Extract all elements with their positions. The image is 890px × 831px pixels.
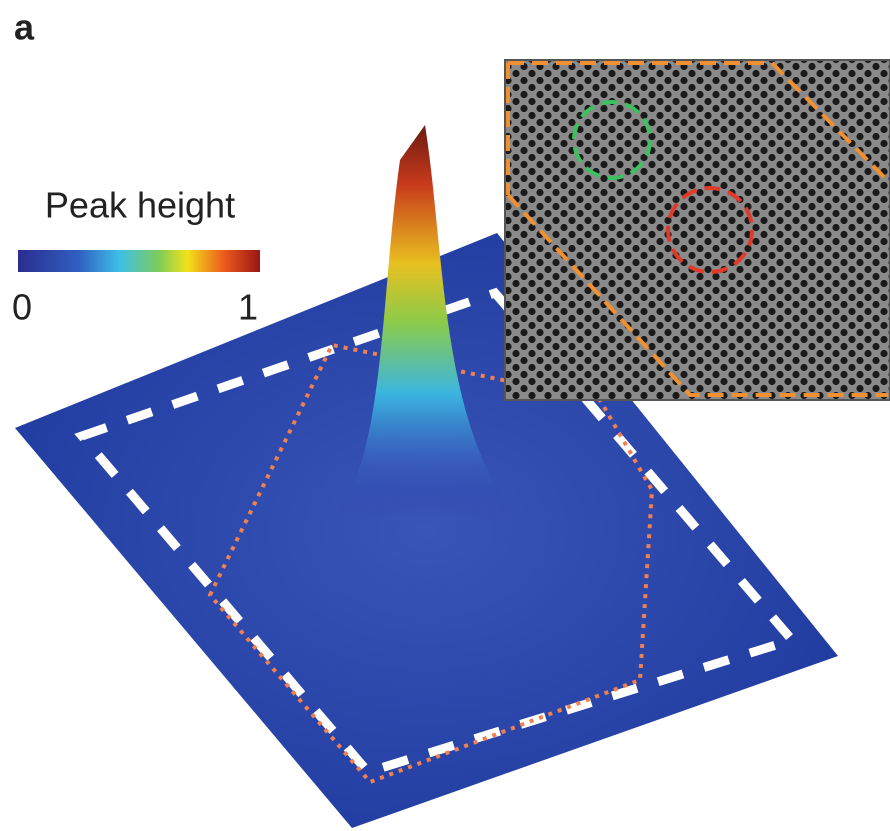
figure: a Peak height 0 1 (0, 0, 890, 831)
inset (505, 60, 890, 400)
colorbar-title: Peak height (45, 185, 235, 226)
inset-image (505, 60, 890, 400)
colorbar-max: 1 (238, 287, 258, 328)
colorbar (18, 250, 260, 272)
panel-label: a (14, 7, 35, 48)
colorbar-min: 0 (12, 287, 32, 328)
